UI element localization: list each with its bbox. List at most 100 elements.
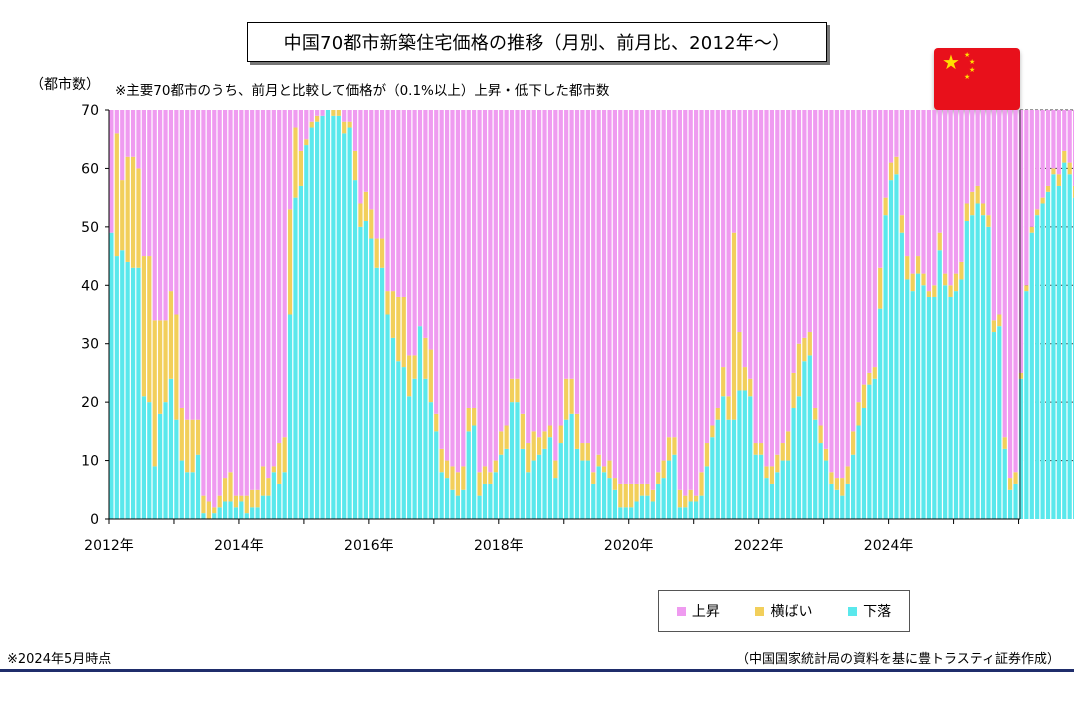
bar-rise	[531, 110, 536, 432]
bar-rise	[948, 110, 953, 286]
bar-flat	[174, 314, 179, 420]
bar-rise	[320, 110, 325, 116]
bar-rise	[407, 110, 412, 356]
bar-fall	[542, 448, 547, 519]
bar-fall	[233, 507, 239, 519]
bar-rise	[385, 110, 390, 292]
bar-fall	[953, 291, 959, 519]
bar-fall	[250, 507, 255, 519]
bar-rise	[580, 110, 585, 444]
bar-flat	[742, 367, 747, 391]
source-note: （中国国家統計局の資料を基に豊トラスティ証券作成）	[736, 652, 1060, 667]
bar-fall	[352, 180, 358, 519]
bar-rise	[114, 110, 119, 134]
bar-rise	[661, 110, 666, 461]
bar-fall	[926, 296, 932, 519]
bar-flat	[1029, 226, 1034, 233]
bar-fall	[120, 250, 125, 519]
chart-title: 中国70都市新築住宅価格の推移（月別、前月比、2012年～）	[247, 22, 827, 62]
y-tick-label: 30	[81, 337, 99, 353]
bar-flat	[315, 115, 320, 122]
bar-fall	[520, 448, 525, 519]
bar-rise	[526, 110, 531, 444]
bar-rise	[412, 110, 417, 356]
bar-fall	[731, 419, 737, 519]
bar-rise	[953, 110, 959, 274]
legend-item-rise: 上昇	[676, 601, 720, 621]
bar-rise	[748, 110, 753, 379]
bar-rise	[374, 110, 379, 239]
bar-fall	[694, 501, 699, 519]
bar-rise	[558, 110, 563, 426]
bar-fall	[851, 454, 856, 519]
bar-flat	[428, 349, 433, 403]
bar-fall	[883, 215, 888, 519]
bar-fall	[444, 478, 450, 519]
bar-fall	[1024, 291, 1029, 519]
bar-fall	[959, 279, 964, 519]
bar-fall	[943, 285, 948, 519]
x-tick-label: 2016年	[344, 538, 394, 554]
bar-flat	[141, 256, 146, 397]
bar-rise	[1013, 110, 1018, 473]
bar-rise	[596, 110, 601, 455]
bar-flat	[466, 407, 471, 432]
bar-fall	[380, 267, 385, 519]
bar-rise	[769, 110, 775, 467]
bar-rise	[282, 110, 287, 438]
bar-fall	[358, 226, 363, 519]
bar-fall	[515, 402, 520, 519]
bar-rise	[504, 110, 509, 426]
bar-fall	[287, 314, 293, 519]
bar-rise	[932, 110, 937, 286]
bar-flat	[845, 466, 850, 484]
bar-rise	[601, 110, 607, 467]
y-tick-label: 20	[81, 395, 99, 411]
bar-fall	[1029, 232, 1034, 519]
bar-rise	[845, 110, 850, 467]
bar-fall	[818, 443, 823, 519]
bar-rise	[271, 110, 276, 467]
bar-rise	[629, 110, 634, 484]
bar-rise	[926, 110, 932, 292]
footnote-date: ※2024年5月時点	[7, 652, 112, 667]
bar-rise	[656, 110, 661, 473]
bar-flat	[385, 291, 390, 315]
bar-fall	[222, 501, 228, 519]
bar-fall	[482, 483, 488, 519]
bar-flat	[964, 203, 969, 222]
bar-fall	[185, 472, 190, 519]
bar-fall	[547, 437, 553, 519]
bar-rise	[1040, 110, 1045, 198]
bar-rise	[266, 110, 271, 479]
bar-flat	[212, 507, 217, 514]
bar-fall	[1045, 191, 1051, 520]
bar-rise	[396, 110, 401, 297]
bar-flat	[580, 443, 585, 461]
bar-fall	[780, 460, 785, 519]
bar-fall	[1002, 448, 1007, 519]
bar-fall	[477, 495, 482, 519]
bar-rise	[937, 110, 942, 233]
bar-flat	[1040, 197, 1045, 204]
bar-fall	[607, 478, 612, 519]
bar-rise	[737, 110, 742, 333]
bar-flat	[244, 495, 249, 514]
bar-flat	[959, 261, 964, 280]
bar-fall	[861, 407, 867, 519]
bar-flat	[1051, 168, 1056, 175]
bar-flat	[472, 407, 477, 426]
bar-fall	[672, 454, 677, 519]
bar-flat	[125, 156, 130, 262]
bar-fall	[385, 314, 390, 519]
bar-rise	[1035, 110, 1040, 210]
bar-flat	[943, 273, 948, 286]
bar-flat	[818, 425, 823, 444]
bar-fall	[569, 413, 574, 519]
bar-flat	[255, 489, 260, 508]
bar-fall	[461, 489, 466, 519]
bar-fall	[899, 232, 904, 519]
bar-flat	[342, 121, 347, 134]
bar-flat	[953, 273, 959, 292]
bar-fall	[277, 483, 282, 519]
